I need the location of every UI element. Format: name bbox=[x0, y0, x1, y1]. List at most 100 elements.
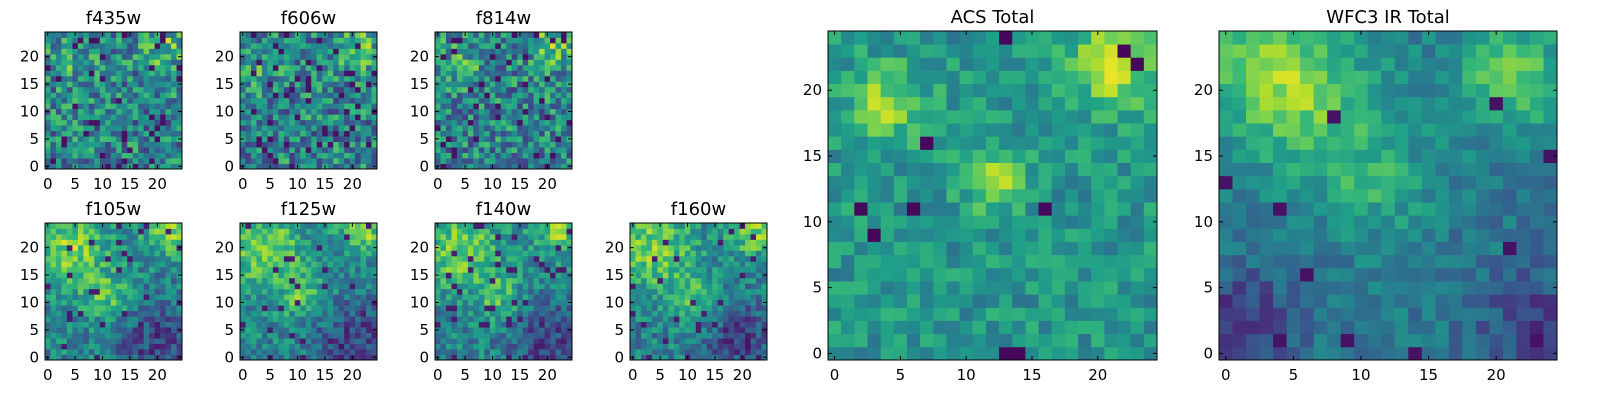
heatmap-cell bbox=[456, 305, 463, 312]
heatmap-cell bbox=[176, 349, 183, 355]
heatmap-cell bbox=[256, 48, 263, 55]
heatmap-cell bbox=[121, 244, 128, 251]
heatmap-cell bbox=[165, 272, 172, 279]
heatmap-cell bbox=[561, 349, 567, 355]
heatmap-cell bbox=[333, 136, 340, 142]
heatmap-cell bbox=[435, 288, 441, 295]
heatmap-cell bbox=[1051, 228, 1066, 242]
heatmap-cell bbox=[72, 141, 79, 148]
heatmap-cell bbox=[261, 37, 268, 44]
heatmap-cell bbox=[45, 152, 51, 159]
heatmap-cell bbox=[640, 332, 647, 339]
heatmap-cell bbox=[278, 239, 285, 246]
heatmap-cell bbox=[305, 223, 312, 229]
heatmap-cell bbox=[50, 53, 57, 60]
heatmap-cell bbox=[149, 349, 155, 355]
heatmap-cell bbox=[154, 48, 161, 55]
heatmap-cell bbox=[283, 255, 290, 262]
heatmap-cell bbox=[316, 158, 323, 164]
heatmap-cell bbox=[695, 327, 702, 333]
heatmap-cell bbox=[165, 277, 172, 284]
heatmap-cell bbox=[506, 103, 513, 110]
heatmap-cell bbox=[561, 288, 567, 295]
heatmap-cell bbox=[105, 327, 112, 333]
heatmap-cell bbox=[985, 162, 1000, 177]
heatmap-cell bbox=[283, 42, 290, 49]
heatmap-cell bbox=[1051, 320, 1066, 335]
heatmap-cell bbox=[272, 103, 279, 110]
heatmap-cell bbox=[366, 86, 372, 93]
heatmap-cell bbox=[1064, 333, 1079, 348]
heatmap-cell bbox=[522, 130, 529, 137]
heatmap-cell bbox=[371, 261, 378, 268]
heatmap-cell bbox=[316, 332, 323, 339]
heatmap-cell bbox=[473, 299, 480, 306]
heatmap-cell bbox=[522, 223, 529, 229]
heatmap-cell bbox=[561, 86, 567, 93]
heatmap-cell bbox=[360, 48, 367, 55]
heatmap-cell bbox=[338, 147, 345, 153]
heatmap-cell bbox=[657, 255, 664, 262]
heatmap-cell bbox=[684, 294, 691, 301]
heatmap-cell bbox=[344, 272, 350, 279]
heatmap-cell bbox=[555, 64, 562, 71]
heatmap-cell bbox=[717, 255, 724, 262]
heatmap-cell bbox=[61, 114, 68, 121]
heatmap-cell bbox=[739, 233, 746, 240]
heatmap-cell bbox=[517, 244, 524, 251]
heatmap-cell bbox=[94, 299, 101, 306]
heatmap-cell bbox=[66, 108, 73, 115]
heatmap-cell bbox=[360, 141, 367, 148]
heatmap-cell bbox=[371, 266, 378, 273]
heatmap-cell bbox=[734, 261, 740, 268]
heatmap-cell bbox=[300, 277, 307, 284]
heatmap-cell bbox=[77, 250, 84, 257]
heatmap-cell bbox=[338, 321, 345, 328]
heatmap-cell bbox=[165, 239, 172, 246]
heatmap-cell bbox=[360, 244, 367, 251]
heatmap-cell bbox=[478, 53, 485, 60]
heatmap-cell bbox=[99, 327, 106, 333]
heatmap-cell bbox=[105, 299, 112, 306]
heatmap-cell bbox=[695, 316, 702, 323]
heatmap-cell bbox=[478, 310, 485, 317]
heatmap-cell bbox=[500, 244, 507, 251]
heatmap-cell bbox=[261, 239, 268, 246]
heatmap-cell bbox=[360, 272, 367, 279]
heatmap-cell bbox=[867, 228, 882, 242]
heatmap-cell bbox=[316, 244, 323, 251]
heatmap-cell bbox=[154, 283, 161, 290]
heatmap-cell bbox=[132, 288, 139, 295]
heatmap-cell bbox=[451, 272, 458, 279]
heatmap-cell bbox=[360, 239, 367, 246]
heatmap-cell bbox=[240, 64, 246, 71]
heatmap-cell bbox=[250, 349, 257, 355]
heatmap-cell bbox=[435, 283, 441, 290]
heatmap-cell bbox=[478, 277, 485, 284]
heatmap-cell bbox=[278, 59, 285, 66]
heatmap-cell bbox=[544, 343, 551, 350]
heatmap-cell bbox=[105, 223, 112, 229]
heatmap-cell bbox=[327, 316, 334, 323]
heatmap-cell bbox=[261, 59, 268, 66]
heatmap-cell bbox=[322, 64, 329, 71]
heatmap-cell bbox=[684, 244, 691, 251]
heatmap-cell bbox=[132, 283, 139, 290]
heatmap-cell bbox=[267, 86, 274, 93]
heatmap-cell bbox=[555, 92, 562, 99]
heatmap-cell bbox=[149, 316, 155, 323]
heatmap-cell bbox=[544, 114, 551, 121]
heatmap-cell bbox=[110, 294, 117, 301]
heatmap-cell bbox=[61, 321, 68, 328]
heatmap-cell bbox=[149, 141, 155, 148]
heatmap-cell bbox=[83, 327, 90, 333]
heatmap-cell bbox=[511, 42, 518, 49]
heatmap-cell bbox=[240, 277, 246, 284]
heatmap-cell bbox=[110, 266, 117, 273]
heatmap-cell bbox=[333, 97, 340, 104]
heatmap-cell bbox=[1025, 241, 1039, 256]
heatmap-cell bbox=[462, 343, 469, 350]
heatmap-cell bbox=[322, 288, 329, 295]
heatmap-cell bbox=[50, 321, 57, 328]
heatmap-cell bbox=[555, 125, 562, 132]
